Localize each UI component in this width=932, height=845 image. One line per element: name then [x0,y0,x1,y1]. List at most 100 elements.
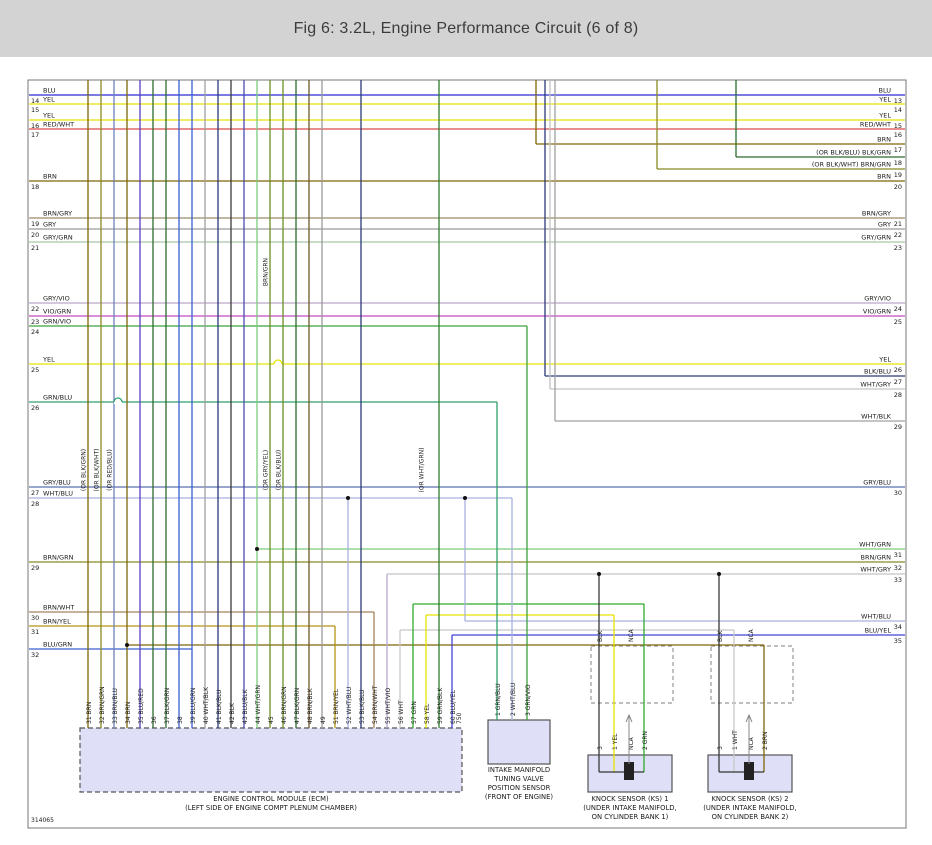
svg-text:32: 32 [894,564,902,572]
svg-text:BLK: BLK [597,630,604,642]
svg-text:BRN/WHT: BRN/WHT [43,604,74,612]
svg-text:BRN/GRN: BRN/GRN [263,258,270,286]
svg-text:30: 30 [31,614,39,622]
svg-text:GRY: GRY [878,221,891,229]
svg-text:15: 15 [31,106,39,114]
svg-text:20: 20 [31,231,39,239]
svg-text:BRN: BRN [877,136,891,144]
svg-text:45: 45 [268,716,275,724]
figure-title-bar: Fig 6: 3.2L, Engine Performance Circuit … [0,0,932,57]
svg-text:18: 18 [894,159,902,167]
svg-text:GRN/VIO: GRN/VIO [43,318,71,326]
svg-text:GRY/BLU: GRY/BLU [43,479,71,487]
svg-text:BLU/GRN: BLU/GRN [43,641,72,649]
svg-text:BRN/GRY: BRN/GRY [43,210,72,218]
svg-text:2 BRN: 2 BRN [762,732,769,751]
svg-text:GRY/VIO: GRY/VIO [43,295,70,303]
svg-text:35 BLU/RED: 35 BLU/RED [138,688,145,724]
svg-text:47 BLK/GRN: 47 BLK/GRN [294,688,301,724]
svg-text:BRN/GRN: BRN/GRN [43,554,74,562]
svg-text:ON CYLINDER BANK 2): ON CYLINDER BANK 2) [712,813,789,821]
svg-text:RED/WHT: RED/WHT [860,121,891,129]
svg-text:KNOCK SENSOR (KS) 1: KNOCK SENSOR (KS) 1 [591,795,668,803]
svg-text:(OR BLK/WHT): (OR BLK/WHT) [94,448,101,491]
svg-text:YEL: YEL [42,96,55,104]
svg-text:58 YEL: 58 YEL [424,703,431,724]
svg-text:(FRONT OF ENGINE): (FRONT OF ENGINE) [485,793,553,801]
svg-text:BRN: BRN [877,173,891,181]
svg-text:VIO/GRN: VIO/GRN [863,308,891,316]
svg-text:57 GRN: 57 GRN [411,701,418,724]
svg-text:1 GRN/BLU: 1 GRN/BLU [495,683,502,716]
svg-text:37 BLK/GRN: 37 BLK/GRN [164,688,171,724]
svg-text:1 YEL: 1 YEL [612,733,619,750]
svg-text:GRY/VIO: GRY/VIO [864,295,891,303]
svg-text:314065: 314065 [31,817,54,824]
svg-text:51 BRN/YEL: 51 BRN/YEL [333,688,340,724]
svg-text:32: 32 [31,651,39,659]
svg-text:3: 3 [717,746,724,750]
svg-text:NCA: NCA [748,736,755,750]
svg-text:(OR BLK/WHT) BRN/GRN: (OR BLK/WHT) BRN/GRN [812,161,891,169]
svg-text:14: 14 [31,97,39,105]
svg-text:44 WHT/GRN: 44 WHT/GRN [255,685,262,724]
svg-text:2 WHT/BLU: 2 WHT/BLU [510,683,517,716]
svg-text:16: 16 [894,131,902,139]
svg-text:(OR BLK/BLU): (OR BLK/BLU) [276,450,283,490]
svg-text:TUNING VALVE: TUNING VALVE [493,775,544,783]
svg-text:21: 21 [894,220,902,228]
svg-text:(OR GRY/YEL): (OR GRY/YEL) [263,450,270,490]
svg-text:VIO/GRN: VIO/GRN [43,308,71,316]
svg-text:25: 25 [894,318,902,326]
svg-text:35: 35 [894,637,902,645]
svg-text:39 BLU/GRN: 39 BLU/GRN [190,688,197,724]
svg-text:26: 26 [894,366,902,374]
svg-text:BLU/YEL: BLU/YEL [865,627,892,635]
svg-text:RED/WHT: RED/WHT [43,121,74,129]
svg-text:31: 31 [31,628,39,636]
svg-text:21: 21 [31,244,39,252]
svg-text:28: 28 [894,391,902,399]
svg-text:WHT/GRN: WHT/GRN [859,541,891,549]
svg-text:24: 24 [31,328,39,336]
svg-text:53 BLK/BLU: 53 BLK/BLU [359,689,366,724]
svg-text:22: 22 [31,305,39,313]
svg-text:BRN/GRN: BRN/GRN [861,554,892,562]
svg-text:15: 15 [894,122,902,130]
svg-text:BRN/YEL: BRN/YEL [43,618,71,626]
svg-text:GRY: GRY [43,221,56,229]
svg-text:(OR WHT/GRN): (OR WHT/GRN) [419,448,426,493]
svg-text:INTAKE MANIFOLD: INTAKE MANIFOLD [488,766,550,774]
svg-text:NCA: NCA [628,736,635,750]
svg-text:BLK: BLK [717,630,724,642]
svg-text:(UNDER INTAKE MANIFOLD,: (UNDER INTAKE MANIFOLD, [583,804,676,812]
svg-text:POSITION SENSOR: POSITION SENSOR [488,784,551,792]
svg-text:18: 18 [31,183,39,191]
svg-text:59 GRN/BLK: 59 GRN/BLK [437,687,444,724]
svg-text:(OR BLK/BLU) BLK/GRN: (OR BLK/BLU) BLK/GRN [816,149,891,157]
svg-text:28: 28 [31,500,39,508]
svg-text:WHT/GRY: WHT/GRY [860,381,891,389]
svg-text:YEL: YEL [878,356,891,364]
svg-text:(OR BLK/GRN): (OR BLK/GRN) [81,449,88,491]
svg-text:GRY/GRN: GRY/GRN [43,234,73,242]
svg-text:(OR RED/BLU): (OR RED/BLU) [107,449,114,491]
svg-text:17: 17 [894,146,902,154]
svg-text:ENGINE CONTROL MODULE (ECM): ENGINE CONTROL MODULE (ECM) [213,795,329,803]
svg-text:27: 27 [894,378,902,386]
svg-text:1 WHT: 1 WHT [732,730,739,750]
svg-text:46 BRN/GRN: 46 BRN/GRN [281,686,288,724]
svg-text:GRY/BLU: GRY/BLU [863,479,891,487]
svg-text:31 BRN: 31 BRN [86,702,93,724]
svg-text:49: 49 [320,716,327,724]
svg-text:22: 22 [894,231,902,239]
svg-text:55 WHT/VIO: 55 WHT/VIO [385,687,392,724]
svg-text:19: 19 [894,171,902,179]
svg-text:42 BLK: 42 BLK [229,702,236,724]
svg-text:33 BRN/BLU: 33 BRN/BLU [112,688,119,724]
svg-text:3 GRN/VIO: 3 GRN/VIO [525,684,532,716]
svg-text:BLU: BLU [878,87,891,95]
svg-text:16: 16 [31,122,39,130]
svg-text:60 BLU/YEL: 60 BLU/YEL [450,689,457,724]
